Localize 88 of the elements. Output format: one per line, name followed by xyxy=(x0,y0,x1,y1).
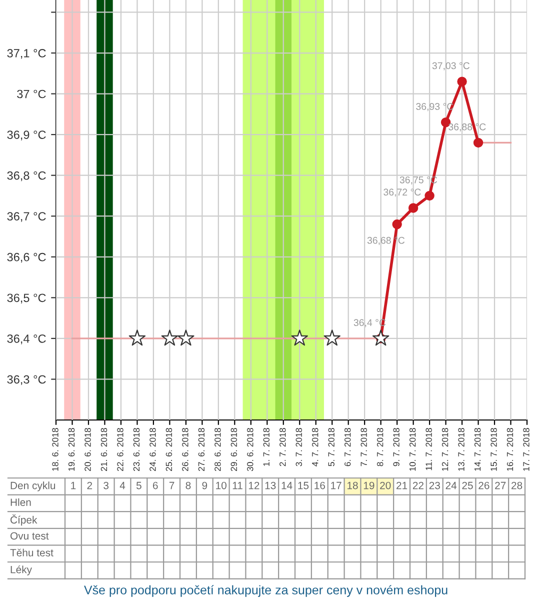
x-tick-label: 18. 6. 2018 xyxy=(52,428,58,471)
point xyxy=(324,330,340,346)
x-tick-label: 25. 6. 2018 xyxy=(166,428,172,471)
y-tick-label: 36,7 °C xyxy=(7,212,46,222)
x-tick-label: 3 xyxy=(104,482,109,490)
data-label: 37,03 °C xyxy=(432,62,470,70)
y-tick-label: 36,5 °C xyxy=(7,294,46,304)
x-tick-label: 7. 7. 2018 xyxy=(360,428,367,466)
x-tick-label: 11. 7. 2018 xyxy=(426,428,432,470)
data-label: 36,88 °C xyxy=(448,123,486,132)
x-tick-label: 8. 7. 2018 xyxy=(376,428,384,466)
x-tick-label: 26. 6. 2018 xyxy=(182,428,188,471)
y-tick-label: Hlen xyxy=(10,498,31,506)
point xyxy=(408,203,418,213)
x-tick-label: 23 xyxy=(429,482,440,490)
x-tick-label: 16. 7. 2018 xyxy=(506,428,514,471)
x-tick-label: 22. 6. 2018 xyxy=(117,428,124,471)
y-tick-label: 36,4 °C xyxy=(7,334,46,344)
x-tick-label: 19. 6. 2018 xyxy=(68,428,75,471)
x-axis-title: Den cyklu xyxy=(10,482,56,492)
x-tick-label: 6. 7. 2018 xyxy=(344,428,351,466)
x-tick-label: 24. 6. 2018 xyxy=(150,428,156,471)
x-tick-label: 28. 6. 2018 xyxy=(214,428,221,471)
x-tick-label: 18 xyxy=(348,482,358,490)
x-tick-label: 29. 6. 2018 xyxy=(230,428,238,471)
y-tick-label: 36,6 °C xyxy=(7,252,46,263)
x-tick-label: 27. 6. 2018 xyxy=(198,428,205,471)
x-tick-label: 20 xyxy=(380,482,391,490)
y-tick-label: Ovu test xyxy=(10,532,49,540)
x-tick-label: 20. 6. 2018 xyxy=(84,428,91,471)
y-tick-label: 36,8 °C xyxy=(7,171,46,182)
y-tick-label: 36,3 °C xyxy=(7,375,46,386)
x-tick-label: 4 xyxy=(120,482,126,490)
x-tick-label: 14 xyxy=(282,482,292,490)
y-tick-label: 37,1 °C xyxy=(7,49,46,59)
x-tick-label: 19 xyxy=(364,482,374,490)
x-tick-label: 13. 7. 2018 xyxy=(458,428,464,471)
x-tick-label: 8 xyxy=(186,482,191,490)
x-tick-label: 3. 7. 2018 xyxy=(296,428,302,466)
point xyxy=(457,76,467,86)
point xyxy=(392,219,402,230)
point xyxy=(372,330,390,346)
x-tick-label: 5. 7. 2018 xyxy=(328,428,334,466)
x-tick-label: 1 xyxy=(71,482,76,490)
x-tick-label: 13 xyxy=(265,482,276,490)
x-tick-label: 5 xyxy=(136,482,142,490)
x-tick-label: 26 xyxy=(478,482,490,490)
x-tick-label: 17. 7. 2018 xyxy=(523,428,530,471)
x-tick-label: 23. 6. 2018 xyxy=(133,428,140,471)
y-tick-label: Léky xyxy=(10,565,32,576)
x-tick-label: 25 xyxy=(462,482,473,490)
y-tick-label: 36,9 °C xyxy=(7,130,46,140)
x-tick-label: 12 xyxy=(248,482,260,490)
x-tick-label: 4. 7. 2018 xyxy=(312,428,318,466)
x-tick-label: 2. 7. 2018 xyxy=(280,428,286,466)
text: Vše pro podporu početí nakupujte za super ceny v novém eshopu xyxy=(84,585,448,597)
x-tick-label: 1. 7. 2018 xyxy=(263,428,270,466)
point xyxy=(291,330,308,346)
x-tick-label: 14. 7. 2018 xyxy=(474,428,481,471)
point xyxy=(161,330,178,346)
x-tick-label: 6 xyxy=(152,482,158,490)
x-tick-label: 11 xyxy=(232,482,242,490)
x-tick-label: 17 xyxy=(331,482,342,490)
y-tick-label: 37 °C xyxy=(17,90,46,98)
x-tick-label: 7 xyxy=(169,482,174,490)
x-tick-label: 21. 6. 2018 xyxy=(100,428,108,471)
x-tick-label: 10 xyxy=(216,482,226,490)
point xyxy=(178,330,194,346)
x-tick-label: 9. 7. 2018 xyxy=(393,428,400,466)
data-label: 36,72 °C xyxy=(384,188,421,197)
x-tick-label: 30. 6. 2018 xyxy=(247,428,254,472)
x-tick-label: 15. 7. 2018 xyxy=(490,428,497,471)
x-tick-label: 12. 7. 2018 xyxy=(442,428,448,471)
x-tick-label: 2 xyxy=(87,482,92,490)
point xyxy=(128,330,146,346)
x-tick-label: 24 xyxy=(446,482,457,490)
x-tick-label: 10. 7. 2018 xyxy=(409,428,416,471)
y-tick-label: Těhu test xyxy=(10,548,54,556)
point xyxy=(473,138,484,148)
x-tick-label: 27 xyxy=(495,482,506,490)
x-tick-label: 9 xyxy=(202,482,208,490)
x-tick-label: 28 xyxy=(512,482,522,490)
x-tick-label: 16 xyxy=(314,482,325,490)
x-tick-label: 15 xyxy=(298,482,309,490)
x-tick-label: 21 xyxy=(396,482,408,490)
y-tick-label: Čípek xyxy=(10,514,38,526)
x-tick-label: 22 xyxy=(412,482,424,490)
point xyxy=(424,190,434,201)
